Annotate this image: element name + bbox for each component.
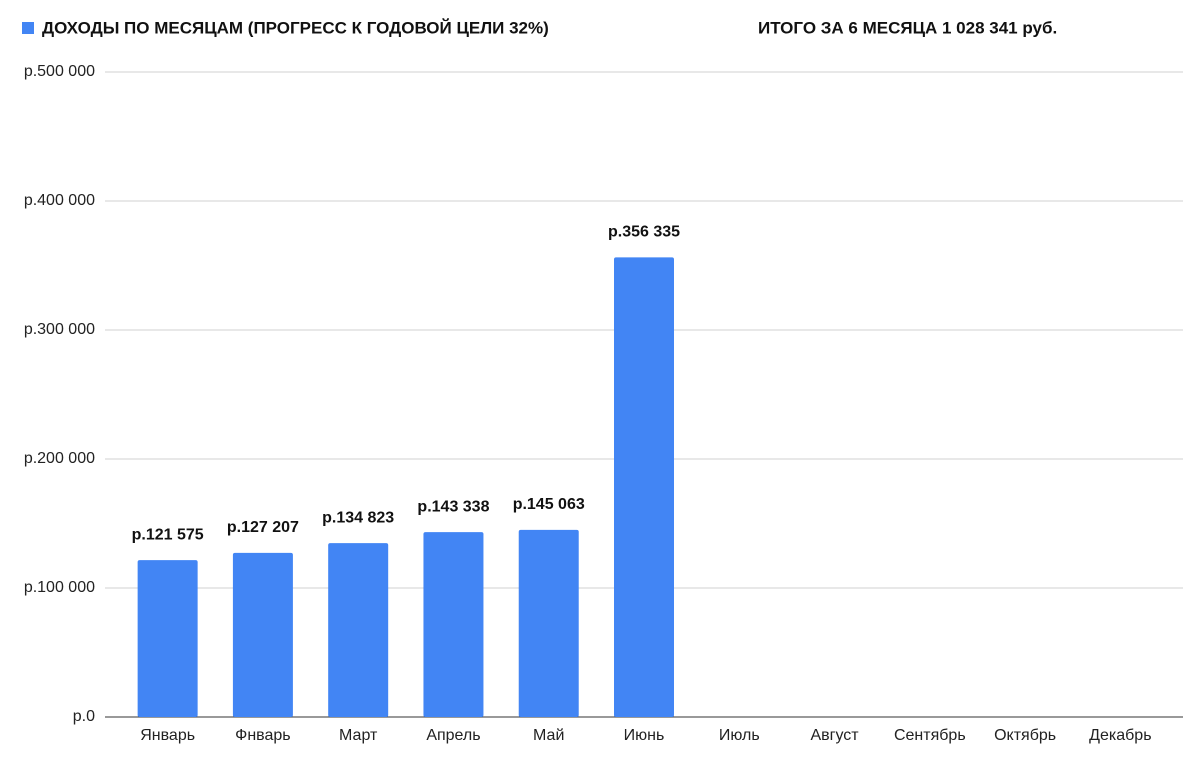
x-tick-label: Октябрь: [994, 727, 1056, 744]
y-tick-label: р.200 000: [24, 450, 95, 467]
y-tick-label: р.300 000: [24, 321, 95, 338]
bar: [328, 543, 389, 717]
value-label: р.143 338: [417, 498, 489, 515]
value-label: р.356 335: [608, 224, 680, 241]
bar: [423, 532, 484, 717]
x-tick-label: Декабрь: [1089, 727, 1151, 744]
bar: [137, 560, 198, 717]
x-tick-label: Сентябрь: [894, 727, 966, 744]
bar: [518, 529, 579, 717]
value-label: р.127 207: [227, 519, 299, 536]
x-tick-label: Июнь: [624, 727, 665, 744]
bar: [232, 552, 293, 717]
x-tick-label: Март: [339, 727, 378, 744]
x-tick-label: Август: [810, 727, 859, 744]
legend-label: ДОХОДЫ ПО МЕСЯЦАМ (ПРОГРЕСС К ГОДОВОЙ ЦЕ…: [42, 18, 549, 37]
bar: [614, 257, 674, 717]
value-label: р.134 823: [322, 509, 394, 526]
value-label: р.121 575: [132, 526, 204, 543]
y-tick-label: р.400 000: [24, 192, 95, 209]
x-tick-label: Июль: [719, 727, 760, 744]
y-tick-label: р.500 000: [24, 63, 95, 80]
legend-swatch: [22, 22, 34, 34]
x-tick-label: Май: [533, 727, 564, 744]
x-tick-label: Январь: [140, 727, 195, 744]
annotation: ИТОГО ЗА 6 МЕСЯЦА 1 028 341 руб.: [758, 18, 1057, 37]
y-tick-label: р.0: [73, 708, 95, 725]
x-tick-label: Фнварь: [235, 727, 290, 744]
x-tick-label: Апрель: [426, 727, 480, 744]
value-label: р.145 063: [513, 496, 585, 513]
y-tick-label: р.100 000: [24, 579, 95, 596]
